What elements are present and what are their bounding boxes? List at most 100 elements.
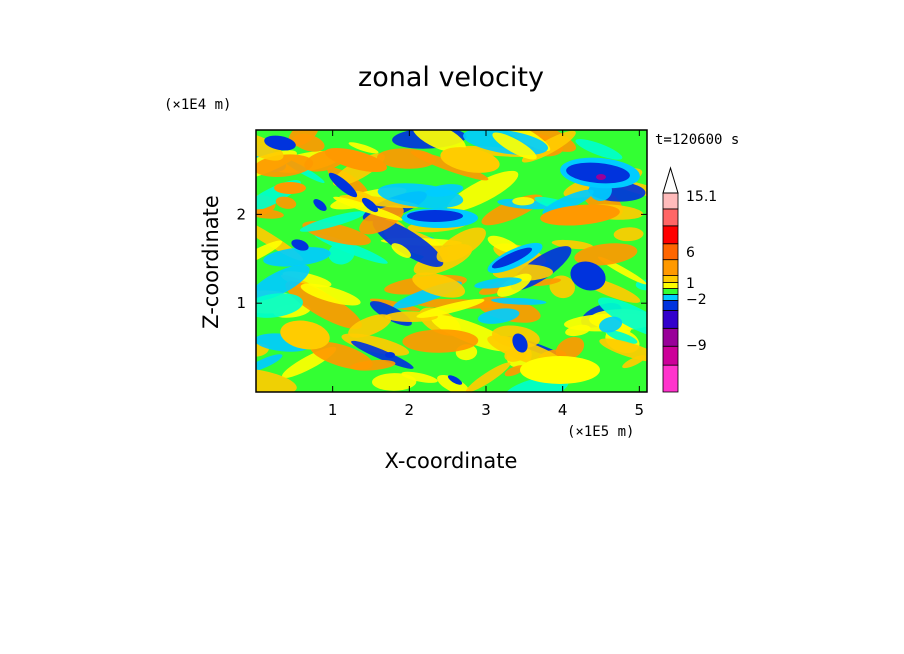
colorbar-swatch [662,310,679,329]
field-contour [391,243,411,258]
field-feature [264,135,296,151]
field-contour [359,205,404,235]
field-contour [300,283,361,306]
colorbar-label: 1 [686,276,695,292]
field-contour [256,133,284,161]
field-contour [256,354,283,373]
field-contour [412,272,466,298]
colorbar-label: −9 [686,338,707,354]
field-contour [491,297,547,305]
field-feature [385,352,395,358]
field-contour [401,371,438,383]
field-contour [288,130,319,147]
field-feature [407,210,463,222]
field-contour [256,240,283,269]
field-contour [339,194,420,209]
field-contour [256,209,284,219]
field-contour [351,340,414,369]
colorbar-swatch [662,208,679,227]
field-feature [570,261,606,291]
field-contour [613,227,644,242]
field-contour [377,183,464,209]
colorbar: 15.1 6 1−2 −9 [662,166,717,393]
time-label: t=120600 s [655,132,739,148]
field-contour [256,368,297,392]
field-contour [256,264,310,302]
field-contour [348,142,379,154]
y-tick-label: 2 [236,205,246,223]
field-contour [497,273,532,297]
field-feature [512,333,528,353]
field-contour [341,333,410,356]
colorbar-label: −2 [686,292,707,308]
x-tick-label: 2 [405,401,415,419]
plot-frame [255,129,648,393]
field-contour [466,362,511,392]
field-feature [291,239,309,251]
field-feature [596,174,606,180]
colorbar-swatch [662,275,679,283]
field-feature [361,197,379,213]
colorbar-swatch [662,192,679,210]
field-feature [520,356,600,384]
field-feature [280,320,330,350]
field-contour [605,330,638,344]
field-contour [402,329,479,353]
field-feature [313,199,327,211]
colorbar-swatch [662,282,679,289]
field-feature [447,375,463,385]
colorbar-swatch [662,364,679,393]
field-contour [348,314,392,338]
field-contour [371,373,417,391]
field-contour [436,227,486,263]
field-contour [263,247,331,267]
colorbar-label: 15.1 [686,189,717,205]
field-feature [566,162,630,184]
x-tick-label: 3 [481,401,491,419]
colorbar-swatch [662,259,679,276]
y-unit-label: (×1E4 m) [164,97,231,113]
field-contour [477,308,520,324]
field-contour [504,365,525,377]
field-contour [542,189,594,215]
colorbar-swatch [662,300,679,311]
field-feature [274,182,306,194]
field-contour [333,196,403,221]
field-contour [598,297,647,339]
y-tick-label: 1 [236,294,246,312]
field-feature [540,204,620,226]
field-feature [440,147,500,173]
field-contour [447,170,519,212]
plot-area [256,130,647,392]
field-feature [491,247,533,269]
y-axis-label: Z-coordinate [199,195,223,329]
x-tick-label: 5 [635,401,645,419]
x-ticks: 1 2 3 4 5 [328,130,644,419]
field-contour [372,218,444,267]
field-feature [325,147,387,173]
field-contour [474,277,522,289]
field-contour [416,298,485,318]
field-contour [256,293,303,318]
y-ticks: 12 [236,205,647,312]
x-axis-label: X-coordinate [385,449,518,473]
colorbar-label: 6 [686,245,695,261]
x-tick-label: 4 [558,401,568,419]
field-contour [328,242,355,265]
field-contour [256,154,314,178]
colorbar-swatch [662,294,679,301]
field-contour [575,139,623,160]
field-contour [555,336,585,360]
field-contour [574,243,638,266]
colorbar-swatch [662,327,679,347]
colorbar-swatch [662,345,679,366]
field-contour [487,235,520,254]
field-contour [285,281,362,330]
field-contour [412,130,466,153]
field-contour [310,341,373,370]
field-contour [492,132,537,160]
velocity-field [256,130,647,392]
field-contour [599,316,623,333]
x-unit-label: (×1E5 m) [567,424,634,440]
